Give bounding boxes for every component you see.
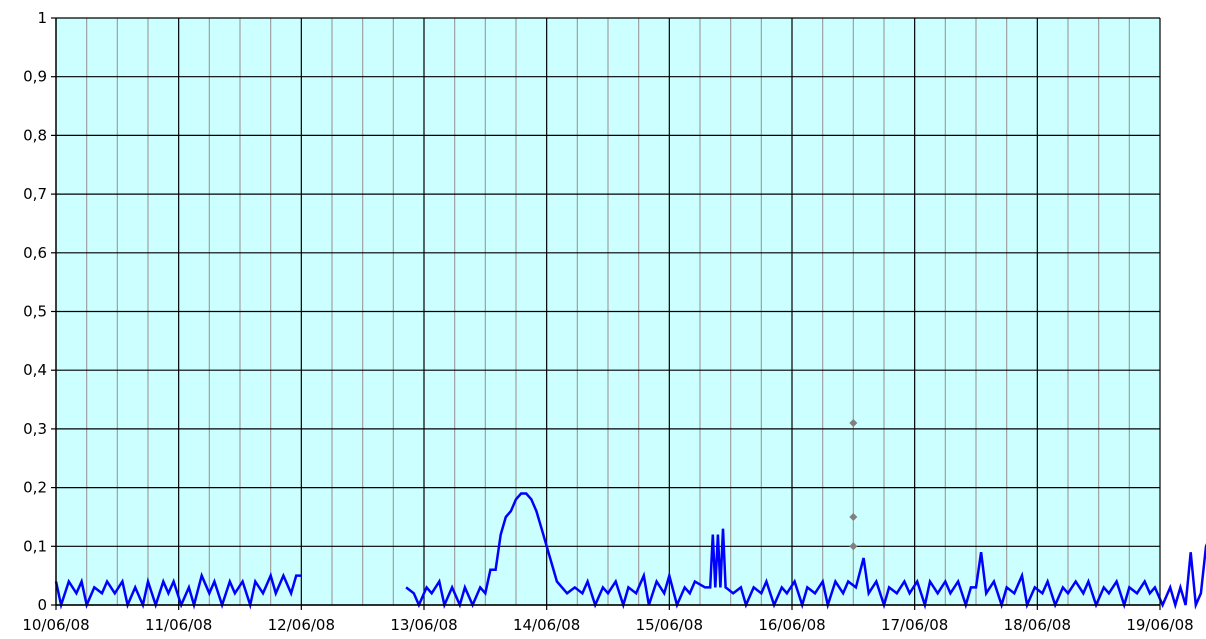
y-tick-label: 0,9 [23,68,47,86]
data-point [849,512,858,521]
y-tick-label: 0,2 [23,479,47,497]
y-tick-labels: 0 0,1 0,2 0,3 0,4 0,5 0,6 0,7 0,8 0,9 1 [23,9,47,614]
x-tick-label: 14/06/08 [513,616,580,634]
x-tick-label: 12/06/08 [268,616,335,634]
y-tick-label: 0,3 [23,420,47,438]
series-layer [54,492,1206,610]
series-line-1 [54,492,1206,610]
data-point [849,542,858,551]
x-tick-labels: 10/06/08 11/06/08 12/06/08 13/06/08 14/06/08… [22,616,1193,634]
x-tick-label: 10/06/08 [22,616,89,634]
y-tick-label: 0,1 [23,537,47,555]
x-tick-label: 11/06/08 [145,616,212,634]
x-tick-label: 17/06/08 [881,616,948,634]
axes [51,17,1161,610]
y-tick-label: 0,8 [23,126,47,144]
y-tick-label: 0,6 [23,244,47,262]
x-tick-label: 13/06/08 [390,616,457,634]
y-tick-label: 0 [37,596,47,614]
data-point [849,419,858,428]
y-tick-label: 0,4 [23,361,47,379]
x-tick-label: 19/06/08 [1126,616,1193,634]
x-tick-label: 15/06/08 [636,616,703,634]
y-tick-label: 0,5 [23,303,47,321]
x-tick-label: 18/06/08 [1004,616,1071,634]
y-tick-label: 1 [37,9,47,27]
marker-layer [849,419,858,551]
y-tick-label: 0,7 [23,185,47,203]
x-tick-label: 16/06/08 [758,616,825,634]
